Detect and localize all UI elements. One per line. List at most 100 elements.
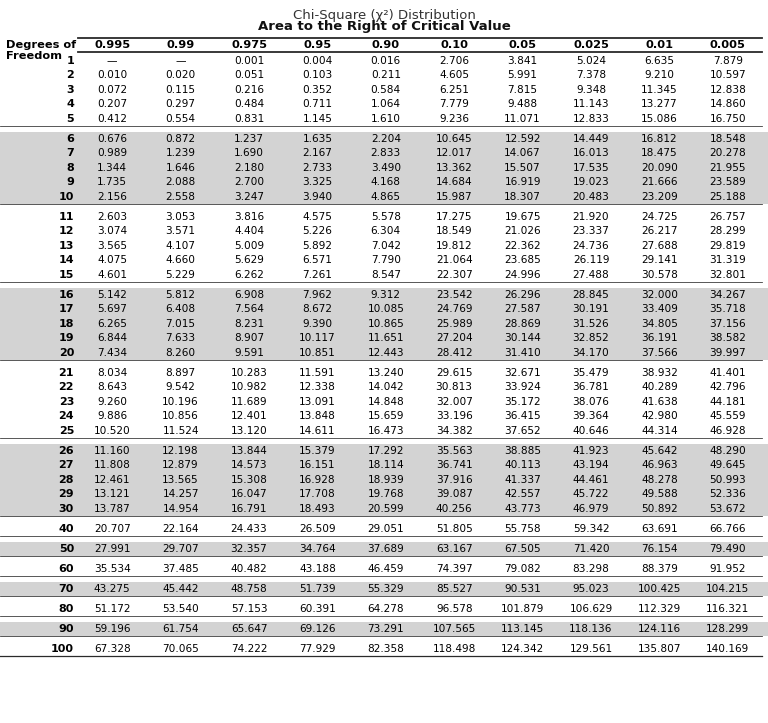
Text: 7.042: 7.042 [371, 241, 401, 251]
Text: 5.024: 5.024 [576, 56, 606, 66]
Text: 10.196: 10.196 [162, 397, 199, 407]
Bar [0, 132, 768, 146]
Text: 14.848: 14.848 [367, 397, 404, 407]
Text: 12.838: 12.838 [710, 85, 746, 95]
Text: 9.348: 9.348 [576, 85, 606, 95]
Text: 129.561: 129.561 [569, 643, 613, 654]
Text: 0.211: 0.211 [371, 70, 401, 80]
Text: 11.689: 11.689 [230, 397, 267, 407]
Text: 21.064: 21.064 [436, 255, 472, 265]
Text: 10.856: 10.856 [162, 411, 199, 422]
Text: 5.142: 5.142 [98, 290, 127, 300]
Bar [0, 487, 768, 502]
Text: 6.408: 6.408 [166, 304, 196, 315]
Text: 51.739: 51.739 [299, 583, 336, 594]
Text: 1.145: 1.145 [303, 114, 333, 124]
Text: 44.314: 44.314 [641, 426, 677, 436]
Text: 10.645: 10.645 [436, 134, 472, 144]
Text: 5.991: 5.991 [508, 70, 538, 80]
Text: 45.559: 45.559 [710, 411, 746, 422]
Text: 9: 9 [66, 177, 74, 187]
Text: 8.897: 8.897 [166, 368, 196, 377]
Text: 15.507: 15.507 [505, 163, 541, 173]
Text: 0.020: 0.020 [165, 70, 196, 80]
Text: 30.578: 30.578 [641, 270, 678, 280]
Text: 24.736: 24.736 [573, 241, 609, 251]
Text: 1.635: 1.635 [303, 134, 333, 144]
Text: 0.115: 0.115 [166, 85, 196, 95]
Text: 14.954: 14.954 [162, 504, 199, 514]
Text: 41.401: 41.401 [710, 368, 746, 377]
Text: 16.928: 16.928 [299, 475, 336, 484]
Text: 49.588: 49.588 [641, 489, 678, 500]
Text: 83.298: 83.298 [573, 564, 610, 574]
Text: 41.337: 41.337 [505, 475, 541, 484]
Text: 113.145: 113.145 [501, 624, 545, 634]
Text: 0.872: 0.872 [166, 134, 196, 144]
Text: 33.196: 33.196 [435, 411, 472, 422]
Text: 3: 3 [66, 85, 74, 95]
Text: 140.169: 140.169 [706, 643, 750, 654]
Text: 14.449: 14.449 [573, 134, 609, 144]
Text: 14.611: 14.611 [300, 426, 336, 436]
Text: 12.017: 12.017 [436, 148, 472, 158]
Text: 38.885: 38.885 [504, 446, 541, 455]
Text: 79.082: 79.082 [505, 564, 541, 574]
Text: 36.781: 36.781 [573, 382, 609, 393]
Text: 55.329: 55.329 [367, 583, 404, 594]
Text: 35.563: 35.563 [435, 446, 472, 455]
Text: 2: 2 [66, 70, 74, 80]
Text: 46.928: 46.928 [710, 426, 746, 436]
Text: 0.025: 0.025 [573, 40, 609, 50]
Text: 7.261: 7.261 [303, 270, 333, 280]
Text: 55.758: 55.758 [505, 523, 541, 534]
Text: 31.319: 31.319 [710, 255, 746, 265]
Text: 22.362: 22.362 [505, 241, 541, 251]
Text: 42.980: 42.980 [641, 411, 678, 422]
Text: 7.879: 7.879 [713, 56, 743, 66]
Text: 43.188: 43.188 [299, 564, 336, 574]
Bar [0, 302, 768, 317]
Text: Degrees of: Degrees of [6, 40, 76, 50]
Text: 25.989: 25.989 [436, 319, 472, 329]
Text: 23.685: 23.685 [505, 255, 541, 265]
Text: 4.660: 4.660 [166, 255, 196, 265]
Text: 26: 26 [58, 446, 74, 455]
Text: 39.364: 39.364 [573, 411, 609, 422]
Text: 0.103: 0.103 [303, 70, 333, 80]
Text: 27.991: 27.991 [94, 544, 131, 554]
Text: 14.042: 14.042 [367, 382, 404, 393]
Text: 10.597: 10.597 [710, 70, 746, 80]
Text: 13.240: 13.240 [367, 368, 404, 377]
Text: 1: 1 [66, 56, 74, 66]
Text: 16.919: 16.919 [505, 177, 541, 187]
Text: 10.982: 10.982 [230, 382, 267, 393]
Text: 30: 30 [58, 504, 74, 514]
Text: 28: 28 [58, 475, 74, 484]
Text: 4.107: 4.107 [166, 241, 196, 251]
Text: 15.987: 15.987 [436, 192, 472, 202]
Text: 43.194: 43.194 [573, 461, 609, 470]
Text: 40.482: 40.482 [230, 564, 267, 574]
Text: 0.995: 0.995 [94, 40, 131, 50]
Text: 0.001: 0.001 [234, 56, 264, 66]
Text: 4.404: 4.404 [234, 226, 264, 236]
Text: 13.848: 13.848 [299, 411, 336, 422]
Text: 90.531: 90.531 [505, 583, 541, 594]
Text: 135.807: 135.807 [637, 643, 681, 654]
Text: 11.524: 11.524 [162, 426, 199, 436]
Text: 96.578: 96.578 [436, 604, 472, 614]
Text: 82.358: 82.358 [367, 643, 404, 654]
Text: 0.975: 0.975 [231, 40, 267, 50]
Text: 15.308: 15.308 [230, 475, 267, 484]
Text: 40.289: 40.289 [641, 382, 678, 393]
Text: 5.812: 5.812 [166, 290, 196, 300]
Text: 5.892: 5.892 [303, 241, 333, 251]
Text: 3.816: 3.816 [234, 212, 264, 222]
Text: 10: 10 [58, 192, 74, 202]
Text: 8.231: 8.231 [234, 319, 264, 329]
Text: 67.505: 67.505 [505, 544, 541, 554]
Text: 106.629: 106.629 [569, 604, 613, 614]
Text: 0.005: 0.005 [710, 40, 746, 50]
Text: 20.707: 20.707 [94, 523, 131, 534]
